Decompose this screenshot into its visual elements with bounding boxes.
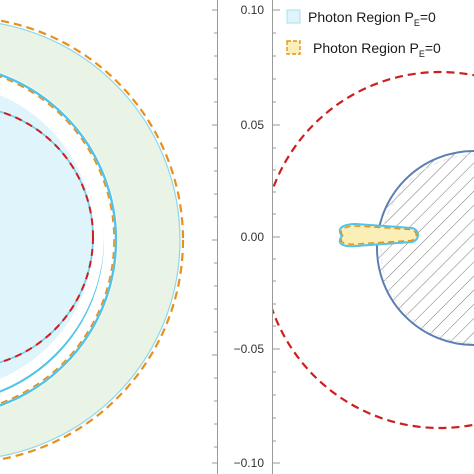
legend-entry-2: Photon Region PE=0	[313, 40, 441, 59]
y-tick-label: 0.10	[241, 3, 265, 17]
y-tick-label: 0.00	[241, 230, 265, 244]
photon-region-lens-dashed	[340, 225, 417, 245]
legend: Photon Region PE=0 Photon Region PE=0	[286, 9, 441, 59]
right-panel: 0.10 0.05 0.00 −0.05 −0.10 Photon Region…	[234, 0, 474, 474]
right-y-major-ticks	[272, 9, 280, 464]
red-dashed-circle-right	[272, 70, 474, 430]
legend-entry-2-sub: E	[419, 49, 425, 59]
legend-entry-1-sub: E	[414, 18, 420, 28]
y-tick-label: −0.05	[234, 342, 265, 356]
blue-ring-outer	[0, 73, 118, 407]
legend-swatch-light-blue	[286, 9, 301, 24]
y-tick-label: 0.05	[241, 118, 265, 132]
left-panel-frame-ticks	[212, 9, 217, 464]
left-panel	[0, 19, 185, 461]
hatched-disk-outline	[376, 150, 474, 346]
inner-white-ring-cover	[0, 84, 104, 390]
legend-entry-1: Photon Region PE=0	[308, 9, 436, 28]
right-y-minor-ticks	[272, 32, 276, 442]
y-tick-label: −0.10	[234, 456, 265, 470]
hatched-disk-fill	[377, 151, 474, 345]
hatched-disk-dashed	[380, 154, 474, 344]
legend-entry-2-text: Photon Region P	[313, 40, 419, 56]
legend-swatch-yellow-dashed	[286, 40, 301, 55]
legend-entry-1-suffix: =0	[420, 9, 436, 25]
legend-entry-1-text: Photon Region P	[308, 9, 414, 25]
red-dashed-circle-left	[0, 110, 94, 364]
legend-entry-2-suffix: =0	[425, 40, 441, 56]
inner-light-blue-disk	[0, 95, 94, 379]
orange-ring-dashed	[0, 75, 115, 405]
orange-outer-dashed-curve	[0, 19, 185, 461]
